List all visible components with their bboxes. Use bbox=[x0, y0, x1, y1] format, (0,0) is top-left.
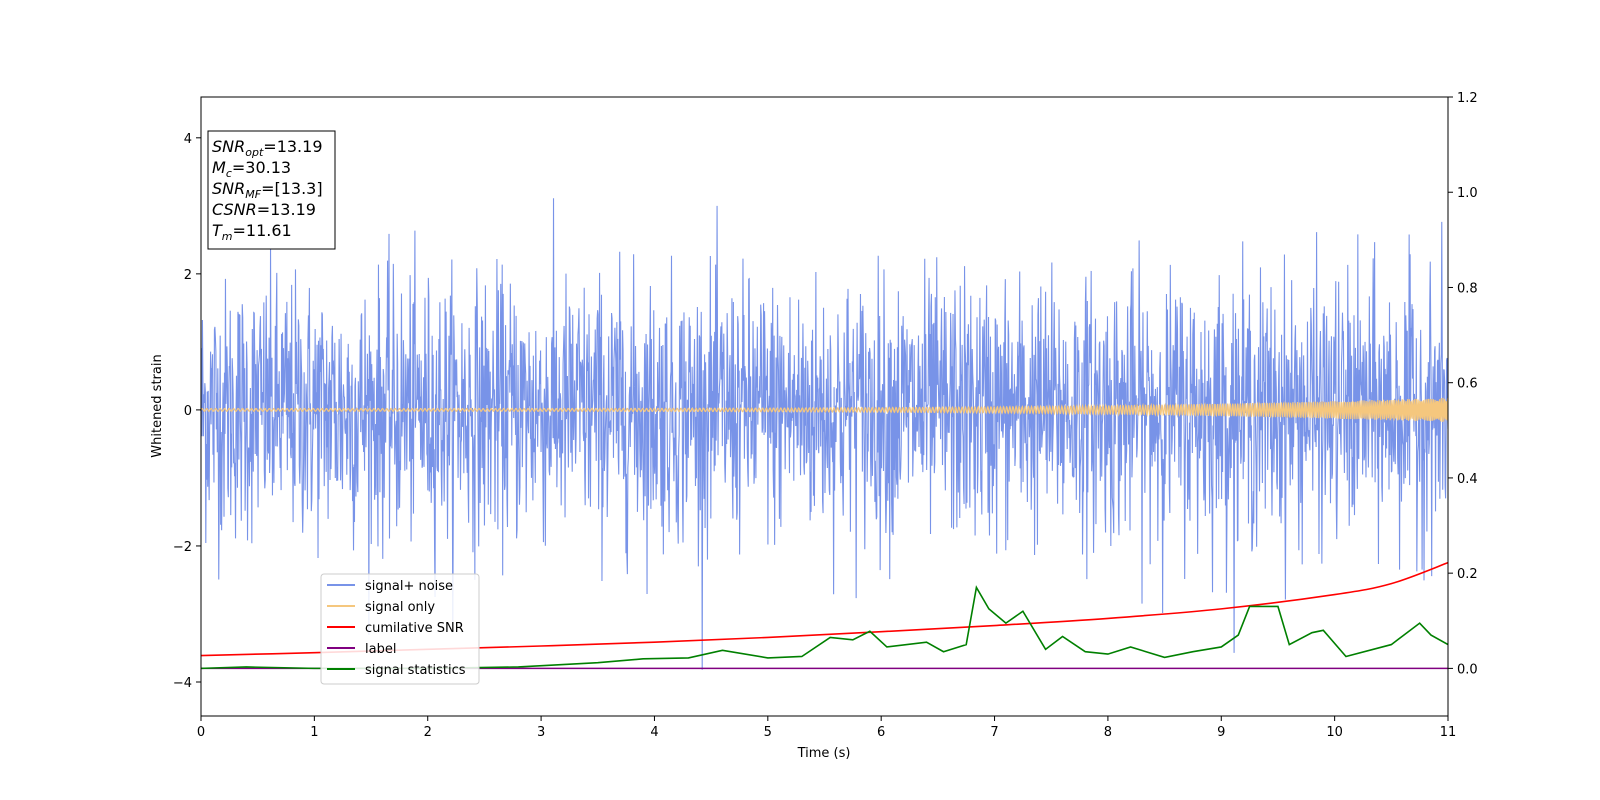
legend-label-4: signal statistics bbox=[365, 663, 466, 678]
legend-label-1: signal only bbox=[365, 600, 435, 615]
series-signal-statistics-line bbox=[201, 585, 1448, 670]
y-tick-label: −4 bbox=[173, 676, 192, 691]
y-tick-label: 2 bbox=[184, 268, 192, 283]
series-signal-only-line bbox=[201, 397, 1448, 422]
y-tick-label: 4 bbox=[184, 132, 192, 147]
legend-label-3: label bbox=[365, 642, 396, 657]
y-axis-ticks: 4 2 0 −2 −4 bbox=[173, 132, 201, 691]
annotation-line-0: SNRopt=13.19 bbox=[212, 137, 323, 159]
x-axis-label: Time (s) bbox=[797, 746, 851, 761]
y2-axis-ticks: 1.2 1.0 0.8 0.6 0.4 0.2 0.0 bbox=[1448, 91, 1478, 677]
x-tick-label: 5 bbox=[764, 725, 772, 740]
x-axis-ticks: 0 1 2 3 4 5 6 7 8 9 10 11 bbox=[197, 716, 1456, 740]
y-axis-label: Whitened strain bbox=[150, 354, 165, 457]
y-tick-label: −2 bbox=[173, 540, 192, 555]
plot-frame bbox=[200, 96, 1449, 717]
x-tick-label: 9 bbox=[1217, 725, 1225, 740]
y2-tick-label: 0.4 bbox=[1457, 472, 1478, 487]
legend-label-0: signal+ noise bbox=[365, 579, 453, 594]
x-tick-label: 10 bbox=[1326, 725, 1343, 740]
y2-tick-label: 1.2 bbox=[1457, 91, 1478, 106]
series-signal-noise-line bbox=[201, 198, 1448, 670]
annotation-line-2: SNRMF=[13.3] bbox=[212, 179, 323, 201]
x-tick-label: 6 bbox=[877, 725, 885, 740]
x-tick-label: 2 bbox=[424, 725, 432, 740]
legend: signal+ noise signal only cumilative SNR la… bbox=[320, 573, 480, 685]
x-tick-label: 11 bbox=[1440, 725, 1457, 740]
x-tick-label: 0 bbox=[197, 725, 205, 740]
y2-tick-label: 0.2 bbox=[1457, 567, 1478, 582]
x-tick-label: 1 bbox=[310, 725, 318, 740]
legend-label-2: cumilative SNR bbox=[365, 621, 464, 636]
y2-tick-label: 0.8 bbox=[1457, 281, 1478, 296]
y2-tick-label: 1.0 bbox=[1457, 186, 1478, 201]
x-tick-label: 4 bbox=[650, 725, 658, 740]
y2-tick-label: 0.6 bbox=[1457, 377, 1478, 392]
annotation-line-1: Mc=30.13 bbox=[212, 158, 291, 180]
annotation-box: SNRopt=13.19Mc=30.13SNRMF=[13.3]CSNR=13.… bbox=[207, 130, 336, 250]
annotation-line-3: CSNR=13.19 bbox=[212, 200, 316, 219]
x-tick-label: 3 bbox=[537, 725, 545, 740]
y-tick-label: 0 bbox=[184, 404, 192, 419]
y2-tick-label: 0.0 bbox=[1457, 662, 1478, 677]
x-tick-label: 8 bbox=[1104, 725, 1112, 740]
annotation-line-4: Tm=11.61 bbox=[212, 221, 292, 243]
x-tick-label: 7 bbox=[990, 725, 998, 740]
